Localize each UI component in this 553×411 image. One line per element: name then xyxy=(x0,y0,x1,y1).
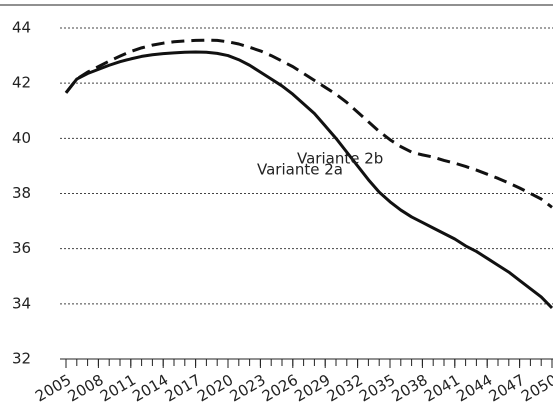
series-label: Variante 2b xyxy=(297,150,383,168)
y-tick-label: 42 xyxy=(12,74,31,92)
y-tick-label: 36 xyxy=(12,239,31,257)
y-tick-label: 38 xyxy=(12,184,31,202)
y-tick-label: 40 xyxy=(12,129,31,147)
y-tick-label: 32 xyxy=(12,350,31,368)
series-line xyxy=(64,38,553,209)
y-tick-label: 34 xyxy=(12,294,31,312)
series-line xyxy=(64,50,553,310)
x-tick-label: 2050 xyxy=(518,371,553,406)
series-label: Variante 2a xyxy=(257,161,343,179)
y-tick-label: 44 xyxy=(12,19,31,37)
